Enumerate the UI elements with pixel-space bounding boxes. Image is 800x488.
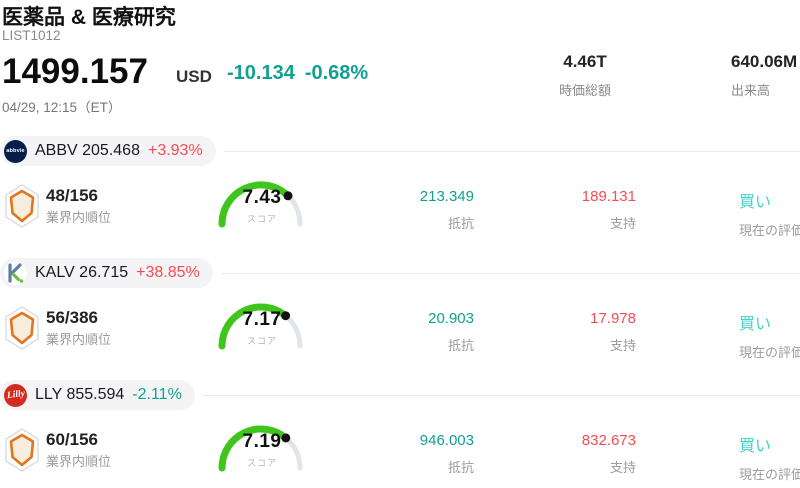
score-gauge: 7.17 スコア <box>214 296 310 356</box>
row-header: KALV 26.715 +38.85% <box>0 258 800 288</box>
ticker-change: +3.93% <box>147 142 203 159</box>
score-value: 7.19 <box>242 431 282 452</box>
index-price: 1499.157 <box>2 52 148 91</box>
ticker-price: LLY 855.594 <box>35 386 125 403</box>
row-divider <box>223 150 800 152</box>
ticker-change: +38.85% <box>136 264 200 281</box>
rating-value: 買い <box>739 316 772 333</box>
rating-col: 買い 現在の評価 <box>739 188 800 239</box>
row-header: Lilly LLY 855.594 -2.11% <box>0 380 800 410</box>
industry-rank-label: 業界内順位 <box>46 454 112 469</box>
resistance-label: 抵抗 <box>447 338 474 353</box>
change-percent: -0.68% <box>304 62 369 84</box>
support-label: 支持 <box>609 460 636 475</box>
page-title: 医薬品 & 医療研究 <box>2 6 176 29</box>
industry-rank-label: 業界内順位 <box>46 332 112 347</box>
resistance-label: 抵抗 <box>447 460 474 475</box>
kalv-logo-icon <box>4 261 27 285</box>
volume-stat: 640.06M 出来高 <box>731 52 800 99</box>
change-value: -10.134 <box>227 62 295 84</box>
support-col: 832.673 支持 <box>536 432 636 476</box>
rating-label: 現在の評価 <box>739 467 800 482</box>
gauge-dot <box>283 191 293 201</box>
industry-rank: 56/386 <box>46 308 98 327</box>
market-cap-label: 時価総額 <box>558 83 611 98</box>
stock-row-kalv: KALV 26.715 +38.85% 56/386 業界内順位 7.17 スコ… <box>0 258 800 380</box>
resistance-col: 20.903 抵抗 <box>374 310 474 354</box>
industry-rank: 48/156 <box>46 186 98 205</box>
support-label: 支持 <box>609 216 636 231</box>
gauge-dot <box>281 433 291 443</box>
support-label: 支持 <box>609 338 636 353</box>
ticker-price: ABBV 205.468 <box>35 142 140 159</box>
score-label: スコア <box>246 336 277 346</box>
gauge-arc <box>218 425 303 472</box>
rating-col: 買い 現在の評価 <box>739 432 800 483</box>
resistance-value: 213.349 <box>419 188 474 205</box>
stock-chip-lly[interactable]: Lilly LLY 855.594 -2.11% <box>0 380 195 410</box>
market-cap-value: 4.46T <box>563 52 607 71</box>
support-value: 189.131 <box>581 188 636 205</box>
resistance-col: 946.003 抵抗 <box>374 432 474 476</box>
resistance-col: 213.349 抵抗 <box>374 188 474 232</box>
score-value: 7.17 <box>242 309 282 330</box>
stock-chip-abbv[interactable]: abbvie ABBV 205.468 +3.93% <box>0 136 216 166</box>
market-cap-stat: 4.46T 時価総額 <box>520 52 650 99</box>
score-gauge: 7.19 スコア <box>214 418 310 478</box>
stock-chip-kalv[interactable]: KALV 26.715 +38.85% <box>0 258 213 288</box>
industry-rank-label: 業界内順位 <box>46 210 112 225</box>
resistance-value: 946.003 <box>419 432 474 449</box>
currency-label: USD <box>176 67 212 86</box>
volume-label: 出来高 <box>731 83 771 98</box>
rating-label: 現在の評価 <box>739 345 800 360</box>
row-divider <box>220 272 800 274</box>
resistance-value: 20.903 <box>428 310 474 327</box>
price-change: -10.134 -0.68% <box>227 62 378 85</box>
stock-row-lly: Lilly LLY 855.594 -2.11% 60/156 業界内順位 7.… <box>0 380 800 488</box>
stock-row-abbv: abbvie ABBV 205.468 +3.93% 48/156 業界内順位 … <box>0 136 800 258</box>
row-header: abbvie ABBV 205.468 +3.93% <box>0 136 800 166</box>
gauge-arc <box>218 181 303 228</box>
score-label: スコア <box>246 458 277 468</box>
gauge-dot <box>281 311 291 321</box>
quote-timestamp: 04/29, 12:15（ET） <box>2 100 122 115</box>
score-gauge: 7.43 スコア <box>214 174 310 234</box>
industry-rank: 60/156 <box>46 430 98 449</box>
rank-badge-icon <box>5 428 39 472</box>
volume-value: 640.06M <box>731 52 798 71</box>
list-code: LIST1012 <box>2 28 61 43</box>
lilly-logo-icon: Lilly <box>4 383 27 407</box>
support-col: 189.131 支持 <box>536 188 636 232</box>
rating-col: 買い 現在の評価 <box>739 310 800 361</box>
ticker-price: KALV 26.715 <box>35 264 129 281</box>
support-value: 17.978 <box>590 310 636 327</box>
abbvie-logo-icon: abbvie <box>4 139 27 163</box>
score-label: スコア <box>246 214 277 224</box>
resistance-label: 抵抗 <box>447 216 474 231</box>
rating-label: 現在の評価 <box>739 223 800 238</box>
score-value: 7.43 <box>242 187 282 208</box>
support-value: 832.673 <box>581 432 636 449</box>
rating-value: 買い <box>739 438 772 455</box>
rank-badge-icon <box>5 184 39 228</box>
gauge-arc <box>218 303 303 350</box>
rank-badge-icon <box>5 306 39 350</box>
row-divider <box>202 394 800 396</box>
ticker-change: -2.11% <box>132 386 182 403</box>
rating-value: 買い <box>739 194 772 211</box>
support-col: 17.978 支持 <box>536 310 636 354</box>
